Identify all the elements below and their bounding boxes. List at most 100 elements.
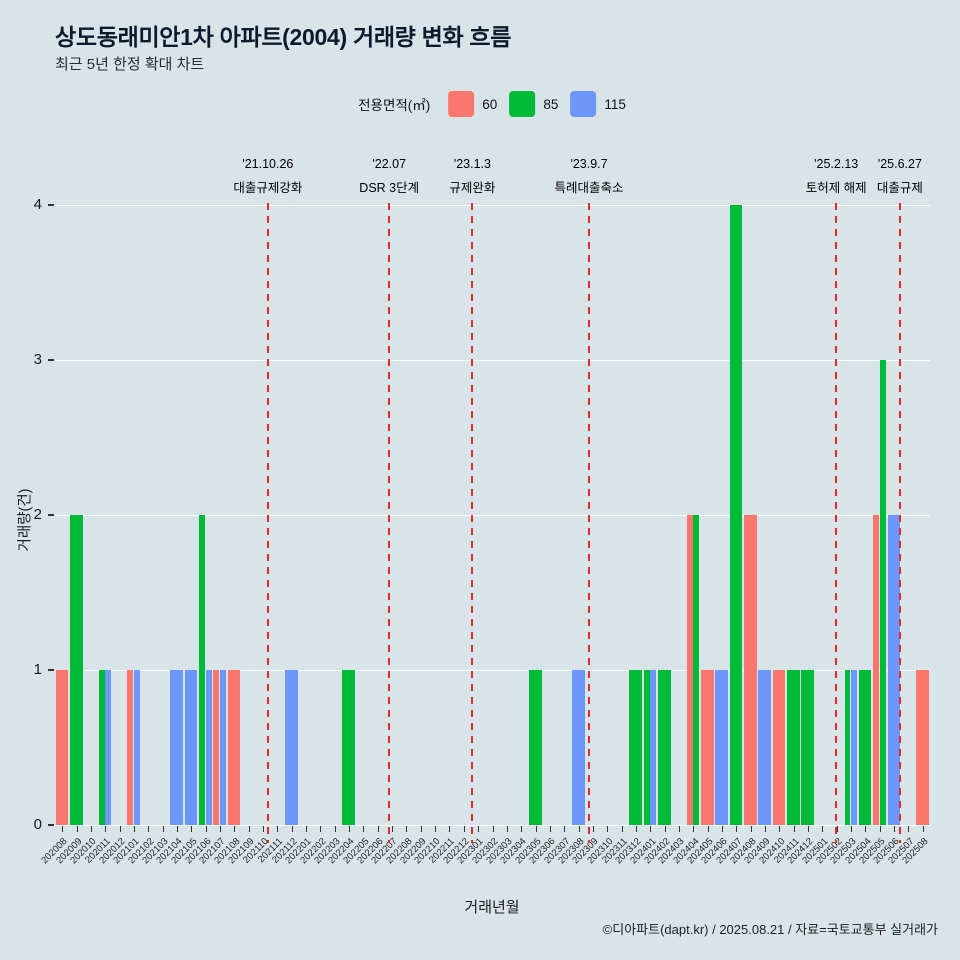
annotation-line-'23.1.3 — [471, 203, 474, 843]
annotation-line-'23.9.7 — [588, 203, 591, 843]
x-tick-mark-202501 — [822, 826, 824, 832]
x-tick-mark-202407 — [736, 826, 738, 832]
bar-202101-115 — [133, 670, 140, 825]
page-subtitle: 최근 5년 한정 확대 차트 — [55, 56, 205, 73]
x-tick-mark-202101 — [133, 826, 135, 832]
bar-202308-115 — [571, 670, 585, 825]
bar-202505-85 — [879, 360, 886, 825]
annotation-date-2: '23.1.3 — [453, 157, 491, 171]
y-tick-label-0: 0 — [33, 816, 42, 833]
x-tick-mark-202204 — [349, 826, 351, 832]
x-tick-mark-202112 — [291, 826, 293, 832]
legend-swatch-115-icon — [570, 91, 597, 117]
x-tick-mark-202201 — [306, 826, 308, 832]
bar-202107-115 — [219, 670, 226, 825]
x-tick-mark-202105 — [191, 826, 193, 832]
x-tick-mark-202203 — [334, 826, 336, 832]
x-tick-mark-202208 — [406, 826, 408, 832]
annotation-date-0: '21.10.26 — [242, 157, 294, 171]
bar-202108-60 — [227, 670, 241, 825]
x-tick-mark-202312 — [635, 826, 637, 832]
x-tick-mark-202104 — [176, 826, 178, 832]
annotation-date-4: '25.2.13 — [814, 157, 859, 171]
x-tick-mark-202107 — [219, 826, 221, 832]
bar-202503-115 — [851, 670, 858, 825]
x-tick-mark-202502 — [836, 826, 838, 832]
x-tick-mark-202405 — [707, 826, 709, 832]
legend: 전용면적(㎡) 60 85 115 — [358, 91, 626, 117]
annotation-line-'25.2.13 — [835, 203, 838, 843]
x-tick-mark-202506 — [894, 826, 896, 832]
gridline-y-0 — [55, 824, 930, 826]
y-tick-label-3: 3 — [33, 351, 42, 368]
gridline-y-1 — [55, 669, 930, 671]
annotation-line-'21.10.26 — [266, 203, 269, 843]
x-tick-mark-202311 — [621, 826, 623, 832]
x-tick-mark-202302 — [492, 826, 494, 832]
x-tick-mark-202411 — [793, 826, 795, 832]
y-tick-mark-0 — [48, 824, 54, 826]
bar-202008-60 — [55, 670, 69, 825]
x-tick-mark-202504 — [865, 826, 867, 832]
x-tick-mark-202008 — [62, 826, 64, 832]
bar-202404-85 — [693, 515, 700, 825]
annotation-text-1: DSR 3단계 — [359, 181, 420, 195]
legend-title: 전용면적(㎡) — [358, 98, 431, 113]
annotation-date-1: '22.07 — [372, 157, 407, 171]
bar-202106-115 — [205, 670, 212, 825]
x-tick-mark-202310 — [607, 826, 609, 832]
footer-credit: ©디아파트(dapt.kr) / 2025.08.21 / 자료=국토교통부 실… — [602, 922, 938, 937]
y-tick-mark-2 — [48, 514, 54, 516]
bar-202204-85 — [342, 670, 356, 825]
y-tick-label-1: 1 — [33, 661, 42, 678]
x-tick-mark-202205 — [363, 826, 365, 832]
x-tick-mark-202206 — [377, 826, 379, 832]
x-tick-mark-202401 — [650, 826, 652, 832]
annotation-text-0: 대출규제강화 — [233, 181, 303, 195]
bar-202505-60 — [873, 515, 880, 825]
bar-202105-115 — [184, 670, 198, 825]
bar-202305-85 — [528, 670, 542, 825]
x-tick-mark-202402 — [664, 826, 666, 832]
bar-202411-85 — [787, 670, 800, 825]
annotation-text-5: 대출규제 — [876, 181, 923, 195]
bar-202101-60 — [127, 670, 134, 825]
x-tick-mark-202209 — [420, 826, 422, 832]
annotation-text-2: 규제완화 — [449, 181, 496, 195]
x-tick-mark-202409 — [765, 826, 767, 832]
bar-202106-85 — [199, 515, 205, 825]
annotation-text-4: 토허제 해제 — [805, 181, 867, 195]
page-title: 상도동래미안1차 아파트(2004) 거래량 변화 흐름 — [55, 24, 512, 50]
gridline-y-4 — [55, 204, 930, 206]
x-tick-mark-202503 — [851, 826, 853, 832]
x-tick-mark-202009 — [76, 826, 78, 832]
bar-202009-85 — [69, 515, 83, 825]
bar-202503-85 — [844, 670, 851, 825]
y-tick-mark-4 — [48, 204, 54, 206]
x-tick-mark-202406 — [722, 826, 723, 832]
x-tick-mark-202111 — [277, 826, 279, 832]
bar-202407-85 — [729, 205, 743, 825]
x-tick-mark-202102 — [148, 826, 150, 832]
bar-202312-85 — [629, 670, 642, 825]
bar-202504-85 — [858, 670, 872, 825]
legend-item-115: 115 — [570, 91, 626, 117]
x-tick-mark-202507 — [908, 826, 910, 832]
x-tick-mark-202110 — [262, 826, 264, 832]
annotation-line-'25.6.27 — [898, 203, 901, 843]
legend-swatch-60-icon — [448, 91, 475, 117]
x-tick-mark-202106 — [205, 826, 207, 832]
x-tick-mark-202305 — [535, 826, 537, 832]
x-tick-mark-202403 — [678, 826, 680, 832]
legend-item-60: 60 — [448, 91, 497, 117]
y-tick-mark-3 — [48, 359, 54, 361]
bar-202409-115 — [758, 670, 772, 825]
bar-202402-85 — [658, 670, 671, 825]
bar-202410-60 — [772, 670, 786, 825]
bar-202404-60 — [686, 515, 693, 825]
x-tick-mark-202505 — [879, 826, 881, 832]
x-tick-mark-202307 — [564, 826, 566, 832]
x-tick-mark-202207 — [392, 826, 394, 832]
bar-202406-115 — [715, 670, 728, 825]
